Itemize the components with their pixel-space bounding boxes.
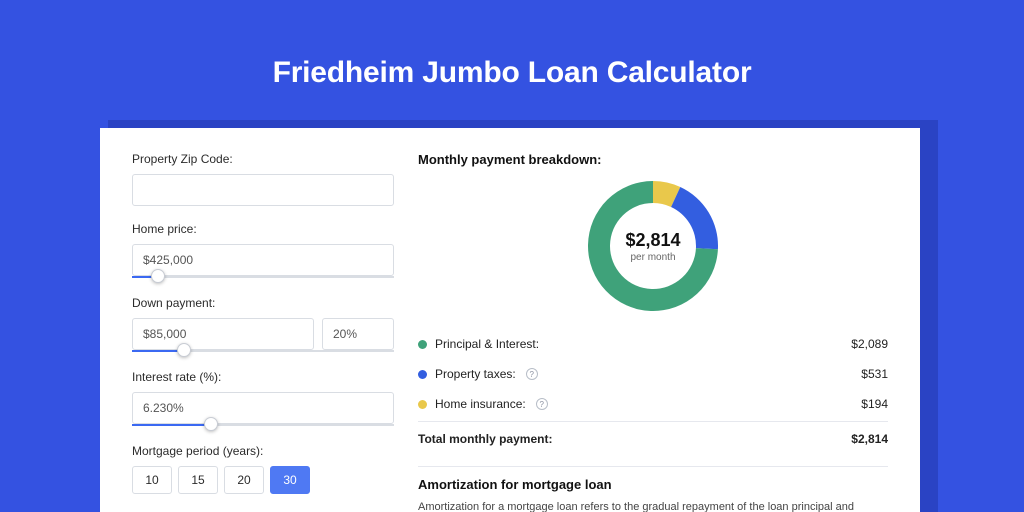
legend-label: Principal & Interest: bbox=[435, 337, 539, 351]
divider bbox=[418, 466, 888, 467]
donut-amount: $2,814 bbox=[625, 230, 680, 251]
breakdown-title: Monthly payment breakdown: bbox=[418, 152, 888, 167]
legend: Principal & Interest: $2,089 Property taxe… bbox=[418, 329, 888, 454]
legend-total-label: Total monthly payment: bbox=[418, 432, 552, 446]
legend-label: Property taxes: bbox=[435, 367, 516, 381]
zip-field: Property Zip Code: bbox=[132, 152, 394, 206]
zip-label: Property Zip Code: bbox=[132, 152, 394, 166]
legend-dot bbox=[418, 340, 427, 349]
slider-thumb[interactable] bbox=[177, 343, 191, 357]
form-column: Property Zip Code: Home price: Down paym… bbox=[132, 152, 394, 512]
home-price-field: Home price: bbox=[132, 222, 394, 280]
page-stage: Friedheim Jumbo Loan Calculator Property… bbox=[0, 0, 1024, 512]
legend-value: $531 bbox=[861, 367, 888, 381]
amortization-title: Amortization for mortgage loan bbox=[418, 477, 888, 492]
down-payment-slider[interactable] bbox=[132, 348, 394, 354]
legend-row: Home insurance:? $194 bbox=[418, 389, 888, 419]
donut-area: $2,814 per month bbox=[418, 175, 888, 323]
slider-thumb[interactable] bbox=[151, 269, 165, 283]
legend-total-row: Total monthly payment: $2,814 bbox=[418, 421, 888, 454]
home-price-input[interactable] bbox=[132, 244, 394, 276]
mortgage-period-segmented: 10152030 bbox=[132, 466, 394, 494]
interest-rate-field: Interest rate (%): bbox=[132, 370, 394, 428]
legend-dot bbox=[418, 400, 427, 409]
info-icon[interactable]: ? bbox=[526, 368, 538, 380]
mortgage-period-option-30[interactable]: 30 bbox=[270, 466, 310, 494]
zip-input[interactable] bbox=[132, 174, 394, 206]
info-icon[interactable]: ? bbox=[536, 398, 548, 410]
mortgage-period-option-10[interactable]: 10 bbox=[132, 466, 172, 494]
legend-dot bbox=[418, 370, 427, 379]
down-payment-pct-input[interactable] bbox=[322, 318, 394, 350]
mortgage-period-option-15[interactable]: 15 bbox=[178, 466, 218, 494]
page-title: Friedheim Jumbo Loan Calculator bbox=[0, 56, 1024, 90]
legend-row: Property taxes:? $531 bbox=[418, 359, 888, 389]
mortgage-period-field: Mortgage period (years): 10152030 bbox=[132, 444, 394, 494]
interest-rate-label: Interest rate (%): bbox=[132, 370, 394, 384]
mortgage-period-label: Mortgage period (years): bbox=[132, 444, 394, 458]
legend-value: $2,089 bbox=[851, 337, 888, 351]
amortization-text: Amortization for a mortgage loan refers … bbox=[418, 500, 888, 512]
calculator-card: Property Zip Code: Home price: Down paym… bbox=[100, 128, 920, 512]
down-payment-input[interactable] bbox=[132, 318, 314, 350]
breakdown-column: Monthly payment breakdown: $2,814 per mo… bbox=[418, 152, 888, 512]
home-price-label: Home price: bbox=[132, 222, 394, 236]
donut-chart: $2,814 per month bbox=[588, 181, 718, 311]
donut-sublabel: per month bbox=[630, 252, 675, 263]
mortgage-period-option-20[interactable]: 20 bbox=[224, 466, 264, 494]
legend-row: Principal & Interest: $2,089 bbox=[418, 329, 888, 359]
interest-rate-slider[interactable] bbox=[132, 422, 394, 428]
interest-rate-input[interactable] bbox=[132, 392, 394, 424]
legend-label: Home insurance: bbox=[435, 397, 526, 411]
down-payment-field: Down payment: bbox=[132, 296, 394, 354]
legend-value: $194 bbox=[861, 397, 888, 411]
legend-total-value: $2,814 bbox=[851, 432, 888, 446]
home-price-slider[interactable] bbox=[132, 274, 394, 280]
slider-thumb[interactable] bbox=[204, 417, 218, 431]
down-payment-label: Down payment: bbox=[132, 296, 394, 310]
